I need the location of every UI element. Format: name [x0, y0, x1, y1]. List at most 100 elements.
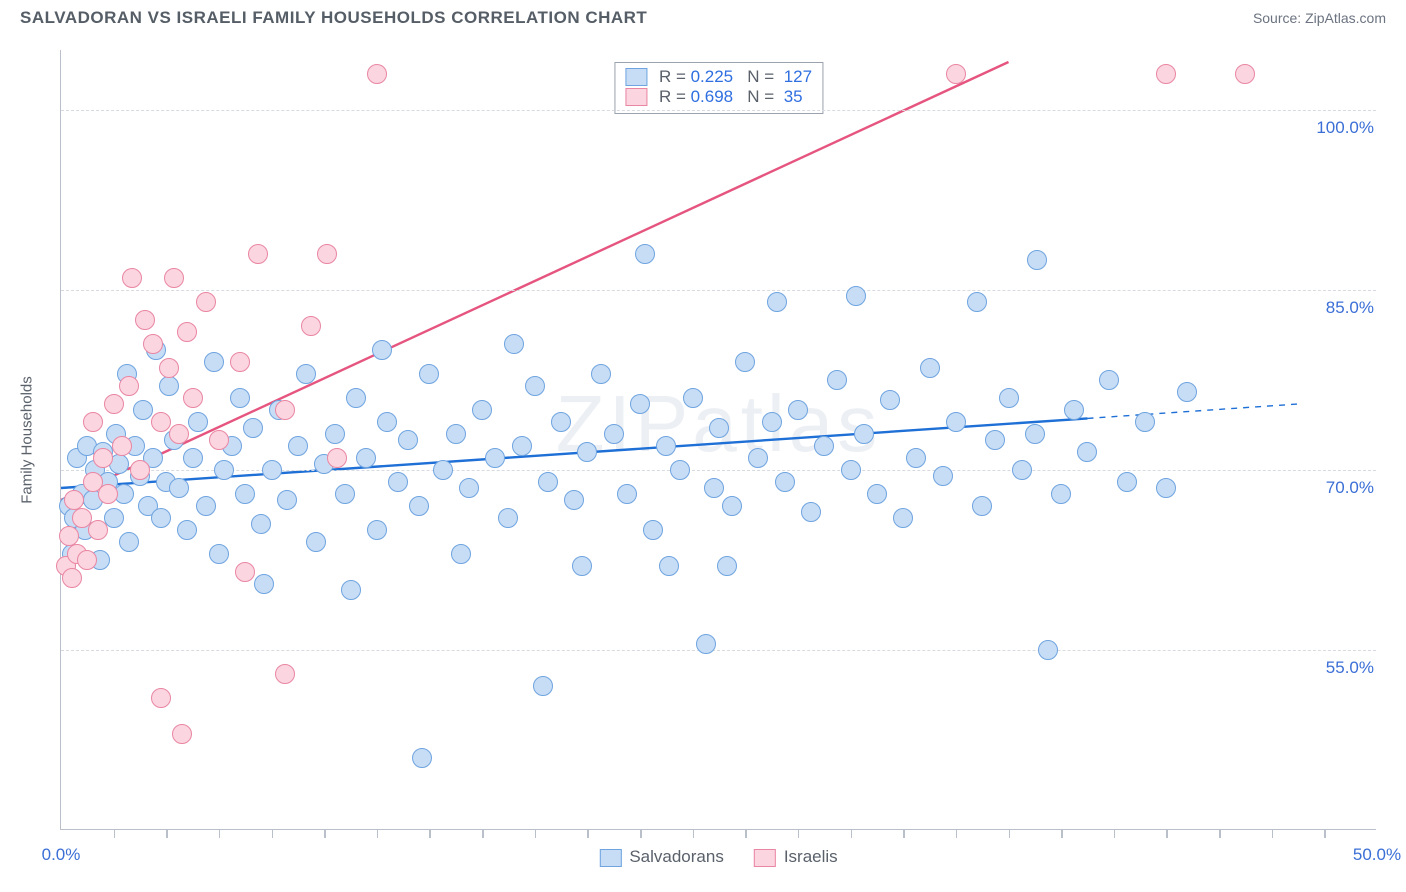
x-minor-tick [1166, 829, 1168, 838]
data-point-salvadorans [498, 508, 518, 528]
data-point-salvadorans [504, 334, 524, 354]
data-point-salvadorans [367, 520, 387, 540]
stats-legend-box: R = 0.225 N = 127R = 0.698 N = 35 [614, 62, 823, 114]
data-point-salvadorans [577, 442, 597, 462]
y-tick-label: 85.0% [1322, 298, 1378, 318]
data-point-salvadorans [946, 412, 966, 432]
legend-swatch [754, 849, 776, 867]
x-minor-tick [903, 829, 905, 838]
data-point-israelis [209, 430, 229, 450]
chart-source: Source: ZipAtlas.com [1253, 10, 1386, 26]
data-point-salvadorans [999, 388, 1019, 408]
data-point-salvadorans [1135, 412, 1155, 432]
data-point-israelis [1156, 64, 1176, 84]
data-point-salvadorans [1117, 472, 1137, 492]
data-point-salvadorans [906, 448, 926, 468]
stats-swatch [625, 68, 647, 86]
data-point-israelis [62, 568, 82, 588]
data-point-salvadorans [748, 448, 768, 468]
data-point-salvadorans [159, 376, 179, 396]
stats-swatch [625, 88, 647, 106]
x-minor-tick [219, 829, 221, 838]
x-minor-tick [798, 829, 800, 838]
data-point-salvadorans [670, 460, 690, 480]
x-minor-tick [1009, 829, 1011, 838]
data-point-israelis [327, 448, 347, 468]
data-point-salvadorans [388, 472, 408, 492]
data-point-salvadorans [762, 412, 782, 432]
data-point-salvadorans [377, 412, 397, 432]
x-minor-tick [1114, 829, 1116, 838]
data-point-salvadorans [433, 460, 453, 480]
data-point-israelis [275, 400, 295, 420]
data-point-israelis [104, 394, 124, 414]
data-point-salvadorans [1064, 400, 1084, 420]
data-point-salvadorans [485, 448, 505, 468]
data-point-israelis [135, 310, 155, 330]
data-point-salvadorans [183, 448, 203, 468]
data-point-israelis [112, 436, 132, 456]
gridline [61, 470, 1376, 471]
data-point-salvadorans [288, 436, 308, 456]
stats-text: R = 0.698 N = 35 [659, 87, 803, 107]
data-point-salvadorans [854, 424, 874, 444]
data-point-salvadorans [151, 508, 171, 528]
data-point-salvadorans [296, 364, 316, 384]
x-minor-tick [693, 829, 695, 838]
data-point-israelis [130, 460, 150, 480]
data-point-salvadorans [1051, 484, 1071, 504]
data-point-salvadorans [880, 390, 900, 410]
data-point-salvadorans [933, 466, 953, 486]
x-tick-label-min: 0.0% [42, 845, 81, 865]
data-point-israelis [98, 484, 118, 504]
data-point-salvadorans [967, 292, 987, 312]
x-minor-tick [1219, 829, 1221, 838]
data-point-salvadorans [841, 460, 861, 480]
data-point-salvadorans [472, 400, 492, 420]
data-point-israelis [122, 268, 142, 288]
x-tick-label-max: 50.0% [1353, 845, 1401, 865]
data-point-israelis [196, 292, 216, 312]
data-point-salvadorans [722, 496, 742, 516]
data-point-salvadorans [893, 508, 913, 528]
data-point-salvadorans [419, 364, 439, 384]
data-point-salvadorans [801, 502, 821, 522]
source-label: Source: [1253, 10, 1305, 26]
x-minor-tick [272, 829, 274, 838]
data-point-salvadorans [409, 496, 429, 516]
data-point-salvadorans [119, 532, 139, 552]
data-point-salvadorans [235, 484, 255, 504]
x-minor-tick [324, 829, 326, 838]
data-point-salvadorans [767, 292, 787, 312]
x-minor-tick [114, 829, 116, 838]
data-point-salvadorans [1177, 382, 1197, 402]
data-point-israelis [169, 424, 189, 444]
data-point-salvadorans [262, 460, 282, 480]
data-point-salvadorans [1012, 460, 1032, 480]
data-point-israelis [946, 64, 966, 84]
y-tick-label: 55.0% [1322, 658, 1378, 678]
data-point-salvadorans [775, 472, 795, 492]
data-point-salvadorans [188, 412, 208, 432]
gridline [61, 110, 1376, 111]
chart-title: SALVADORAN VS ISRAELI FAMILY HOUSEHOLDS … [20, 8, 647, 28]
data-point-salvadorans [735, 352, 755, 372]
legend-swatch [599, 849, 621, 867]
data-point-salvadorans [1099, 370, 1119, 390]
data-point-salvadorans [643, 520, 663, 540]
data-point-israelis [235, 562, 255, 582]
data-point-salvadorans [551, 412, 571, 432]
data-point-israelis [301, 316, 321, 336]
data-point-salvadorans [788, 400, 808, 420]
data-point-israelis [83, 412, 103, 432]
x-minor-tick [535, 829, 537, 838]
data-point-salvadorans [451, 544, 471, 564]
data-point-israelis [64, 490, 84, 510]
data-point-salvadorans [985, 430, 1005, 450]
data-point-salvadorans [372, 340, 392, 360]
y-axis-title: Family Households [19, 376, 36, 504]
data-point-salvadorans [1156, 478, 1176, 498]
x-minor-tick [956, 829, 958, 838]
data-point-salvadorans [564, 490, 584, 510]
data-point-salvadorans [512, 436, 532, 456]
